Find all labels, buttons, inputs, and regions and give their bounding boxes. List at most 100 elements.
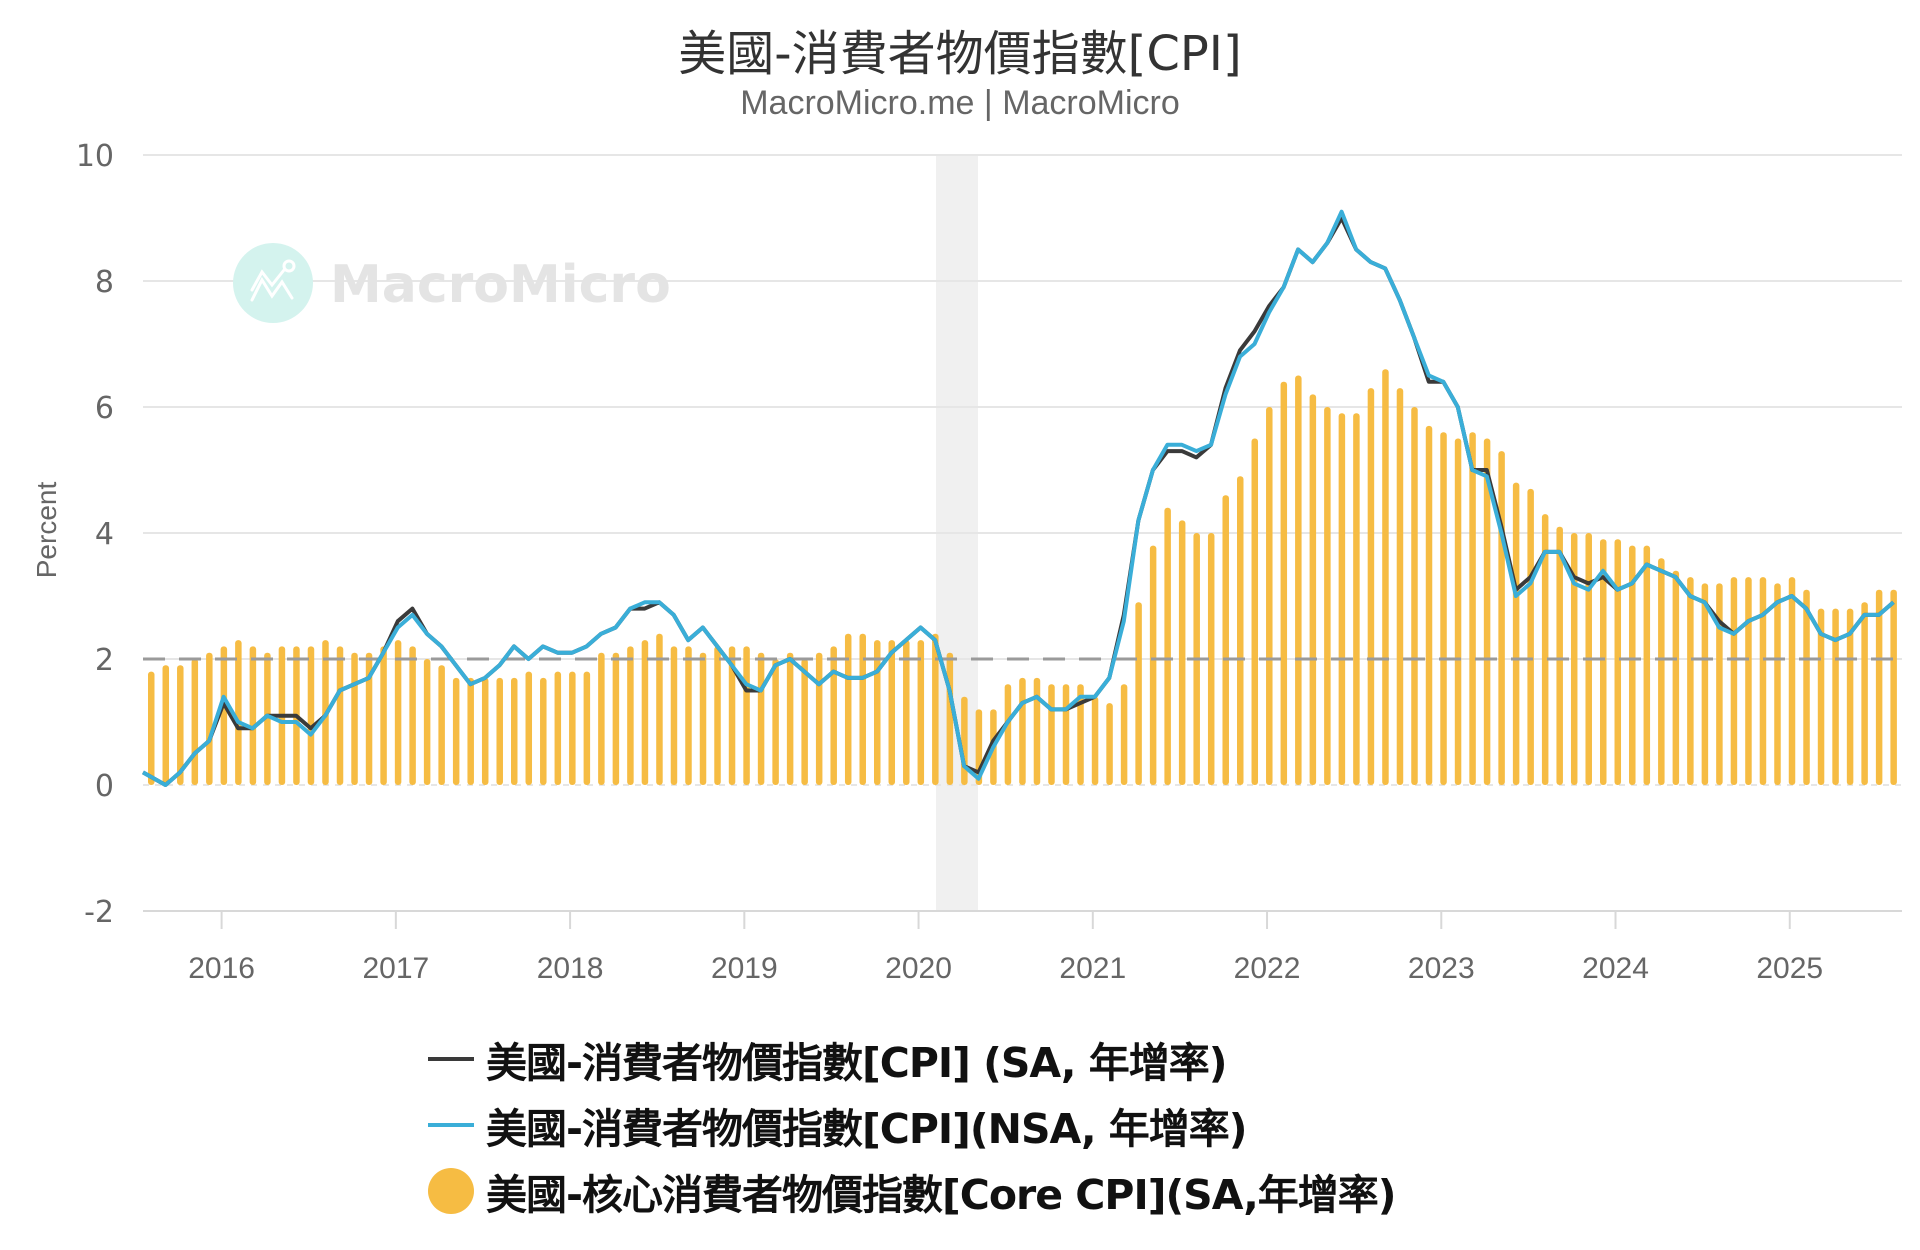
core-cpi-bar[interactable] [1875, 589, 1883, 785]
core-cpi-bar[interactable] [1672, 570, 1680, 785]
core-cpi-bar[interactable] [786, 652, 794, 785]
core-cpi-bar[interactable] [1367, 388, 1375, 785]
core-cpi-bar[interactable] [670, 646, 678, 785]
core-cpi-bar[interactable] [438, 665, 445, 785]
core-cpi-bar[interactable] [1164, 507, 1171, 785]
core-cpi-bar[interactable] [961, 696, 968, 785]
core-cpi-bar[interactable] [1788, 577, 1796, 785]
core-cpi-bar[interactable] [1382, 369, 1389, 785]
core-cpi-bar[interactable] [1077, 684, 1084, 785]
core-cpi-bar[interactable] [598, 652, 605, 785]
core-cpi-bar[interactable] [1324, 407, 1331, 785]
core-cpi-bar[interactable] [1338, 413, 1346, 785]
core-cpi-bar[interactable] [1207, 533, 1215, 785]
core-cpi-bar[interactable] [162, 665, 170, 785]
core-cpi-bar[interactable] [1498, 451, 1505, 785]
core-cpi-bar[interactable] [249, 646, 257, 785]
core-cpi-bar[interactable] [1614, 539, 1622, 785]
core-cpi-bar[interactable] [844, 633, 852, 785]
core-cpi-bar[interactable] [569, 671, 576, 785]
core-cpi-bar[interactable] [1643, 545, 1651, 785]
core-cpi-bar[interactable] [365, 652, 373, 785]
core-cpi-bar[interactable] [728, 646, 736, 785]
core-cpi-bar[interactable] [409, 646, 416, 785]
core-cpi-bar[interactable] [496, 677, 503, 785]
core-cpi-bar[interactable] [307, 646, 315, 785]
core-cpi-bar[interactable] [1251, 438, 1259, 786]
core-cpi-bar[interactable] [1425, 425, 1433, 785]
core-cpi-bar[interactable] [1135, 602, 1142, 785]
core-cpi-bar[interactable] [917, 640, 925, 785]
core-cpi-bar[interactable] [1149, 545, 1157, 785]
core-cpi-bar[interactable] [511, 677, 518, 785]
core-cpi-bar[interactable] [1658, 558, 1665, 785]
core-cpi-bar[interactable] [641, 640, 649, 785]
core-cpi-bar[interactable] [1570, 533, 1578, 785]
core-cpi-bar[interactable] [481, 677, 489, 785]
core-cpi-bar[interactable] [452, 677, 460, 785]
core-cpi-bar[interactable] [191, 659, 199, 785]
core-cpi-bar[interactable] [1469, 432, 1476, 785]
core-cpi-bar[interactable] [351, 652, 358, 785]
core-cpi-bar[interactable] [206, 652, 213, 785]
core-cpi-bar[interactable] [1600, 539, 1607, 785]
core-cpi-bar[interactable] [1759, 577, 1767, 785]
core-cpi-bar[interactable] [1033, 677, 1041, 785]
core-cpi-bar[interactable] [1803, 589, 1810, 785]
legend-item-cpi-nsa[interactable]: 美國-消費者物價指數[CPI](NSA, 年增率) [428, 1092, 1396, 1158]
core-cpi-bar[interactable] [1483, 438, 1491, 786]
legend-item-core-cpi[interactable]: 美國-核心消費者物價指數[Core CPI](SA,年增率) [428, 1158, 1397, 1224]
core-cpi-bar[interactable] [932, 633, 939, 785]
core-cpi-bar[interactable] [1629, 545, 1636, 785]
core-cpi-bar[interactable] [264, 652, 271, 785]
core-cpi-bar[interactable] [1266, 407, 1273, 785]
core-cpi-bar[interactable] [1396, 388, 1404, 785]
core-cpi-bar[interactable] [772, 659, 779, 785]
core-cpi-bar[interactable] [394, 640, 402, 785]
core-cpi-bar[interactable] [1237, 476, 1244, 785]
core-cpi-bar[interactable] [423, 659, 431, 785]
core-cpi-bar[interactable] [714, 646, 721, 785]
core-cpi-bar[interactable] [554, 671, 562, 785]
core-cpi-bar[interactable] [583, 671, 591, 785]
core-cpi-bar[interactable] [1512, 482, 1520, 785]
core-cpi-bar[interactable] [1541, 514, 1549, 785]
core-cpi-bar[interactable] [525, 671, 533, 785]
core-cpi-bar[interactable] [859, 633, 866, 785]
core-cpi-bar[interactable] [1832, 608, 1839, 785]
core-cpi-bar[interactable] [815, 652, 823, 785]
core-cpi-bar[interactable] [1527, 488, 1534, 785]
core-cpi-bar[interactable] [903, 640, 910, 785]
core-cpi-bar[interactable] [1295, 375, 1302, 786]
core-cpi-bar[interactable] [1353, 413, 1360, 785]
core-cpi-bar[interactable] [1222, 495, 1229, 785]
core-cpi-bar[interactable] [1280, 381, 1288, 785]
chart-plot-area[interactable]: MacroMicro -2 0 2 4 6 8 10 2016 2017 2018 2019 202… [0, 0, 1920, 1000]
core-cpi-bar[interactable] [1846, 608, 1854, 785]
core-cpi-bar[interactable] [336, 646, 344, 785]
core-cpi-bar[interactable] [874, 640, 881, 785]
core-cpi-bar[interactable] [612, 652, 620, 785]
cpi-nsa-line[interactable] [142, 209, 1895, 787]
core-cpi-bar[interactable] [830, 646, 837, 785]
core-cpi-bar[interactable] [743, 646, 750, 785]
core-cpi-bar[interactable] [1774, 583, 1781, 785]
core-cpi-bar[interactable] [1411, 407, 1418, 785]
core-cpi-bar[interactable] [540, 677, 547, 785]
core-cpi-bar[interactable] [220, 646, 228, 785]
core-cpi-bar[interactable] [1019, 677, 1026, 785]
core-cpi-bar[interactable] [1687, 577, 1694, 785]
core-cpi-bar[interactable] [801, 659, 808, 785]
core-cpi-bar[interactable] [1440, 432, 1447, 785]
core-cpi-bar[interactable] [1701, 583, 1709, 785]
core-cpi-bar[interactable] [380, 646, 387, 785]
core-cpi-bar[interactable] [1120, 684, 1128, 785]
core-cpi-bar[interactable] [148, 671, 155, 785]
core-cpi-bar[interactable] [1091, 696, 1099, 785]
core-cpi-bar[interactable] [1730, 577, 1738, 785]
core-cpi-bar[interactable] [177, 665, 184, 785]
core-cpi-bar[interactable] [1048, 684, 1055, 785]
core-cpi-bar[interactable] [1817, 608, 1825, 785]
core-cpi-bar[interactable] [235, 640, 242, 785]
core-cpi-bar[interactable] [656, 633, 663, 785]
